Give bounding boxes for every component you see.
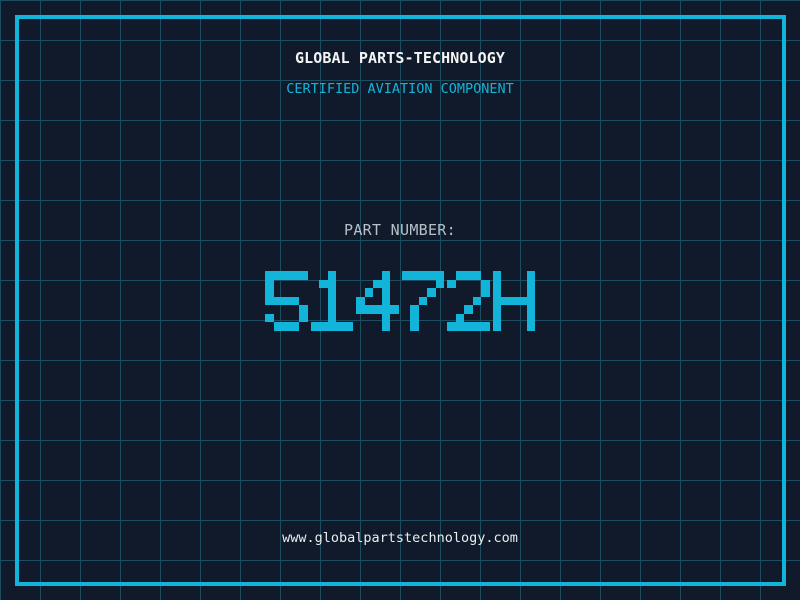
part-number-glyph	[356, 271, 399, 331]
part-number-display	[0, 271, 800, 331]
part-number-glyph	[401, 271, 444, 331]
part-number-glyph	[310, 271, 353, 331]
part-number-glyph	[265, 271, 308, 331]
part-number-label: PART NUMBER:	[344, 221, 456, 239]
website-url: www.globalpartstechnology.com	[282, 530, 518, 546]
certification-subtitle: CERTIFIED AVIATION COMPONENT	[286, 81, 514, 97]
company-title: GLOBAL PARTS-TECHNOLOGY	[294, 49, 505, 67]
part-number-glyph	[492, 271, 535, 331]
part-number-glyph	[447, 271, 490, 331]
